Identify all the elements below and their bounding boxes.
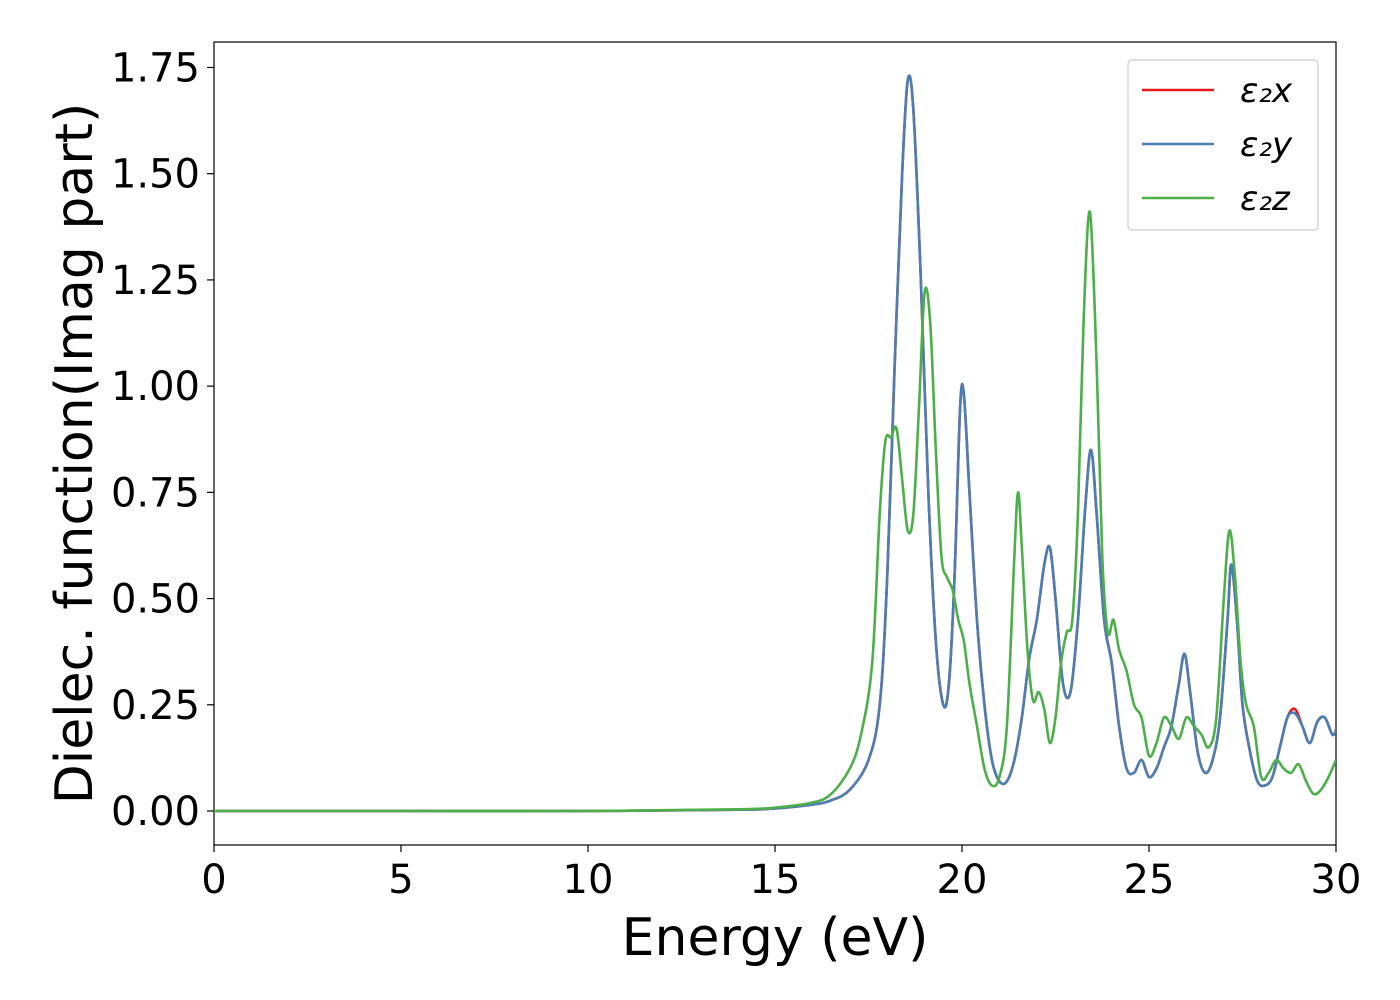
y-tick-label: 0.75 [111,470,200,516]
x-axis-ticks: 0 5 10 15 20 25 30 [201,845,1361,903]
x-axis-label: Energy (eV) [622,908,929,968]
y-tick-label: 1.00 [111,364,200,410]
y-tick-label: 0.50 [111,577,200,623]
legend-label-0: ε₂x [1240,71,1293,111]
y-tick-label: 1.25 [111,258,200,304]
x-tick-label: 0 [201,857,226,903]
legend-box [1127,59,1319,231]
series-layer [214,74,1336,813]
legend-items: ε₂x ε₂y ε₂z [1142,71,1293,219]
x-tick-label: 5 [388,857,413,903]
series-line-2 [214,210,1336,813]
legend: ε₂x ε₂y ε₂z [1127,59,1319,231]
x-tick-label: 10 [563,857,614,903]
legend-label-1: ε₂y [1240,125,1293,165]
y-tick-label: 0.25 [111,683,200,729]
x-tick-label: 20 [937,857,988,903]
y-axis-ticks: 0.00 0.25 0.50 0.75 1.00 1.25 1.50 1.75 [111,45,214,835]
x-tick-label: 15 [750,857,801,903]
y-axis-label: Dielec. function(Imag part) [45,103,105,805]
y-tick-label: 1.75 [111,45,200,91]
x-tick-label: 25 [1124,857,1175,903]
legend-label-2: ε₂z [1240,179,1291,219]
x-tick-label: 30 [1311,857,1362,903]
y-tick-label: 0.00 [111,789,200,835]
y-tick-label: 1.50 [111,152,200,198]
